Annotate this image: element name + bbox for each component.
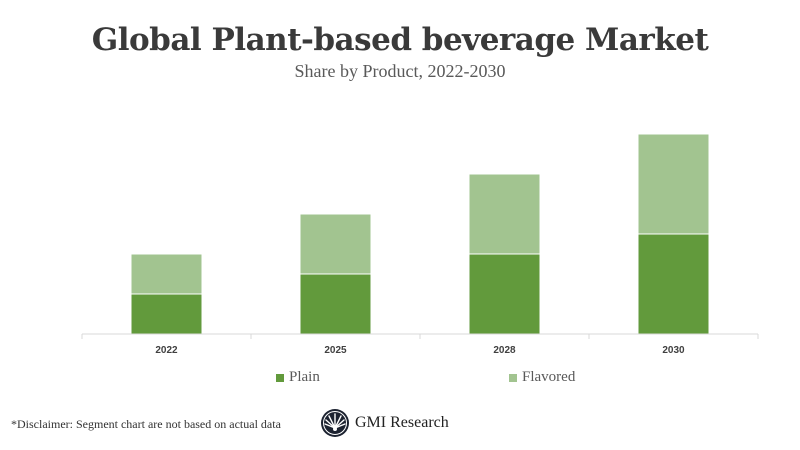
legend-label-plain: Plain: [289, 369, 320, 385]
chart-subtitle: Share by Product, 2022-2030: [294, 61, 506, 81]
legend-item-flavored: Flavored: [509, 369, 575, 386]
legend-swatch-flavored: [509, 373, 517, 382]
logo-text: GMI Research: [355, 414, 449, 431]
x-tick-label: 2030: [662, 345, 685, 356]
bar-flavored-2030: [637, 133, 710, 235]
bar-plain-2022: [130, 293, 203, 335]
bar-flavored-2022: [130, 253, 203, 295]
x-tick-label: 2028: [493, 345, 516, 356]
bar-plain-2025: [299, 273, 372, 335]
legend-item-plain: Plain: [276, 369, 320, 386]
gmi-logo-icon: [321, 409, 349, 437]
bar-plain-2030: [637, 233, 710, 335]
chart-title: Global Plant-based beverage Market: [91, 22, 709, 58]
bar-flavored-2028: [468, 173, 541, 255]
x-tick-label: 2022: [155, 345, 178, 356]
gmi-logo: GMI Research: [320, 408, 449, 438]
bar-plain-2028: [468, 253, 541, 335]
legend-label-flavored: Flavored: [522, 369, 576, 385]
bar-flavored-2025: [299, 213, 372, 275]
x-tick-label: 2025: [324, 345, 347, 356]
disclaimer-text: *Disclaimer: Segment chart are not based…: [11, 417, 281, 431]
legend-swatch-plain: [276, 373, 284, 382]
